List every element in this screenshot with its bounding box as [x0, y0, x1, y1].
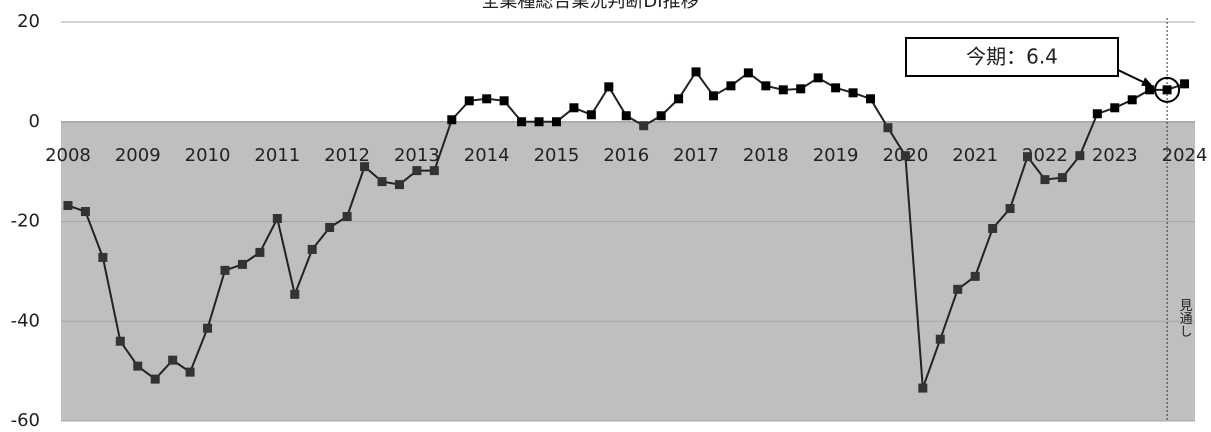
data-point: [447, 115, 457, 125]
highlight-circle: [1154, 76, 1181, 103]
x-tick-label: 2019: [813, 145, 859, 166]
data-point: [708, 91, 718, 101]
data-point: [464, 96, 474, 106]
data-point: [80, 207, 90, 217]
data-point: [517, 117, 527, 127]
data-point: [255, 247, 265, 257]
data-point: [63, 201, 73, 211]
x-tick-label: 2008: [45, 145, 91, 166]
data-point: [290, 289, 300, 299]
y-tick-label: -40: [11, 310, 40, 331]
data-point: [586, 110, 596, 120]
data-point: [377, 177, 387, 187]
data-point: [150, 374, 160, 384]
data-point: [918, 383, 928, 393]
data-point: [1162, 85, 1172, 95]
data-point: [1092, 109, 1102, 119]
data-point: [988, 223, 998, 233]
data-point: [813, 73, 823, 83]
data-point: [569, 103, 579, 113]
data-point: [1057, 173, 1067, 183]
x-tick-label: 2016: [603, 145, 649, 166]
y-tick-label: -20: [11, 211, 40, 232]
data-point: [848, 88, 858, 98]
data-point: [691, 67, 701, 77]
data-point: [342, 212, 352, 222]
data-point: [307, 244, 317, 254]
data-point: [237, 259, 247, 269]
data-point: [1180, 79, 1190, 89]
data-point: [621, 111, 631, 121]
x-tick-label: 2022: [1022, 145, 1068, 166]
data-point: [115, 336, 125, 346]
data-point: [796, 84, 806, 94]
data-point: [325, 222, 335, 232]
x-tick-label: 2021: [952, 145, 998, 166]
below-zero-area: [61, 121, 1195, 421]
data-point: [203, 323, 213, 333]
y-tick-label: -60: [11, 410, 40, 431]
data-point: [761, 81, 771, 91]
data-point: [1005, 204, 1015, 214]
data-point: [656, 111, 666, 121]
x-tick-label: 2011: [254, 145, 300, 166]
data-point: [1127, 95, 1137, 105]
x-tick-label: 2009: [115, 145, 161, 166]
data-point: [1110, 103, 1120, 113]
data-point: [604, 82, 614, 92]
x-tick-label: 2023: [1092, 145, 1138, 166]
data-point: [900, 151, 910, 161]
y-tick-label: 20: [17, 11, 40, 32]
x-tick-label: 2014: [464, 145, 510, 166]
data-point: [551, 117, 561, 127]
data-point: [883, 123, 893, 133]
data-point: [534, 117, 544, 127]
forecast-label: 見通し: [1177, 299, 1193, 338]
data-point: [394, 180, 404, 190]
data-point: [185, 367, 195, 377]
x-tick-label: 2018: [743, 145, 789, 166]
data-point: [970, 271, 980, 281]
data-point: [831, 83, 841, 93]
data-point: [412, 166, 422, 176]
data-point: [866, 94, 876, 104]
data-point: [272, 214, 282, 224]
data-point: [935, 334, 945, 344]
data-point: [1075, 151, 1085, 161]
x-tick-label: 2017: [673, 145, 719, 166]
data-point: [674, 94, 684, 104]
data-point: [1145, 85, 1155, 95]
data-point: [168, 355, 178, 365]
x-tick-label: 2010: [185, 145, 231, 166]
annotation-text: 今期：6.4: [966, 45, 1058, 69]
x-tick-label: 2024: [1162, 145, 1208, 166]
chart-title: 全業種総合業況判断DI推移: [481, 0, 698, 12]
data-point: [499, 96, 509, 106]
data-point: [953, 284, 963, 294]
data-point: [639, 121, 649, 131]
data-point: [429, 166, 439, 176]
data-point: [778, 85, 788, 95]
data-point: [360, 162, 370, 172]
data-point: [726, 81, 736, 91]
x-tick-label: 2015: [534, 145, 580, 166]
data-point: [743, 68, 753, 78]
x-tick-label: 2013: [394, 145, 440, 166]
data-point: [98, 252, 108, 262]
data-point: [220, 265, 230, 275]
arrow-head: [1141, 77, 1154, 87]
data-point: [482, 94, 492, 104]
y-tick-label: 0: [29, 111, 40, 132]
data-point: [133, 361, 143, 371]
data-point: [1040, 175, 1050, 185]
data-point: [1023, 152, 1033, 162]
annotation-box: [905, 37, 1119, 77]
x-tick-label: 2012: [324, 145, 370, 166]
